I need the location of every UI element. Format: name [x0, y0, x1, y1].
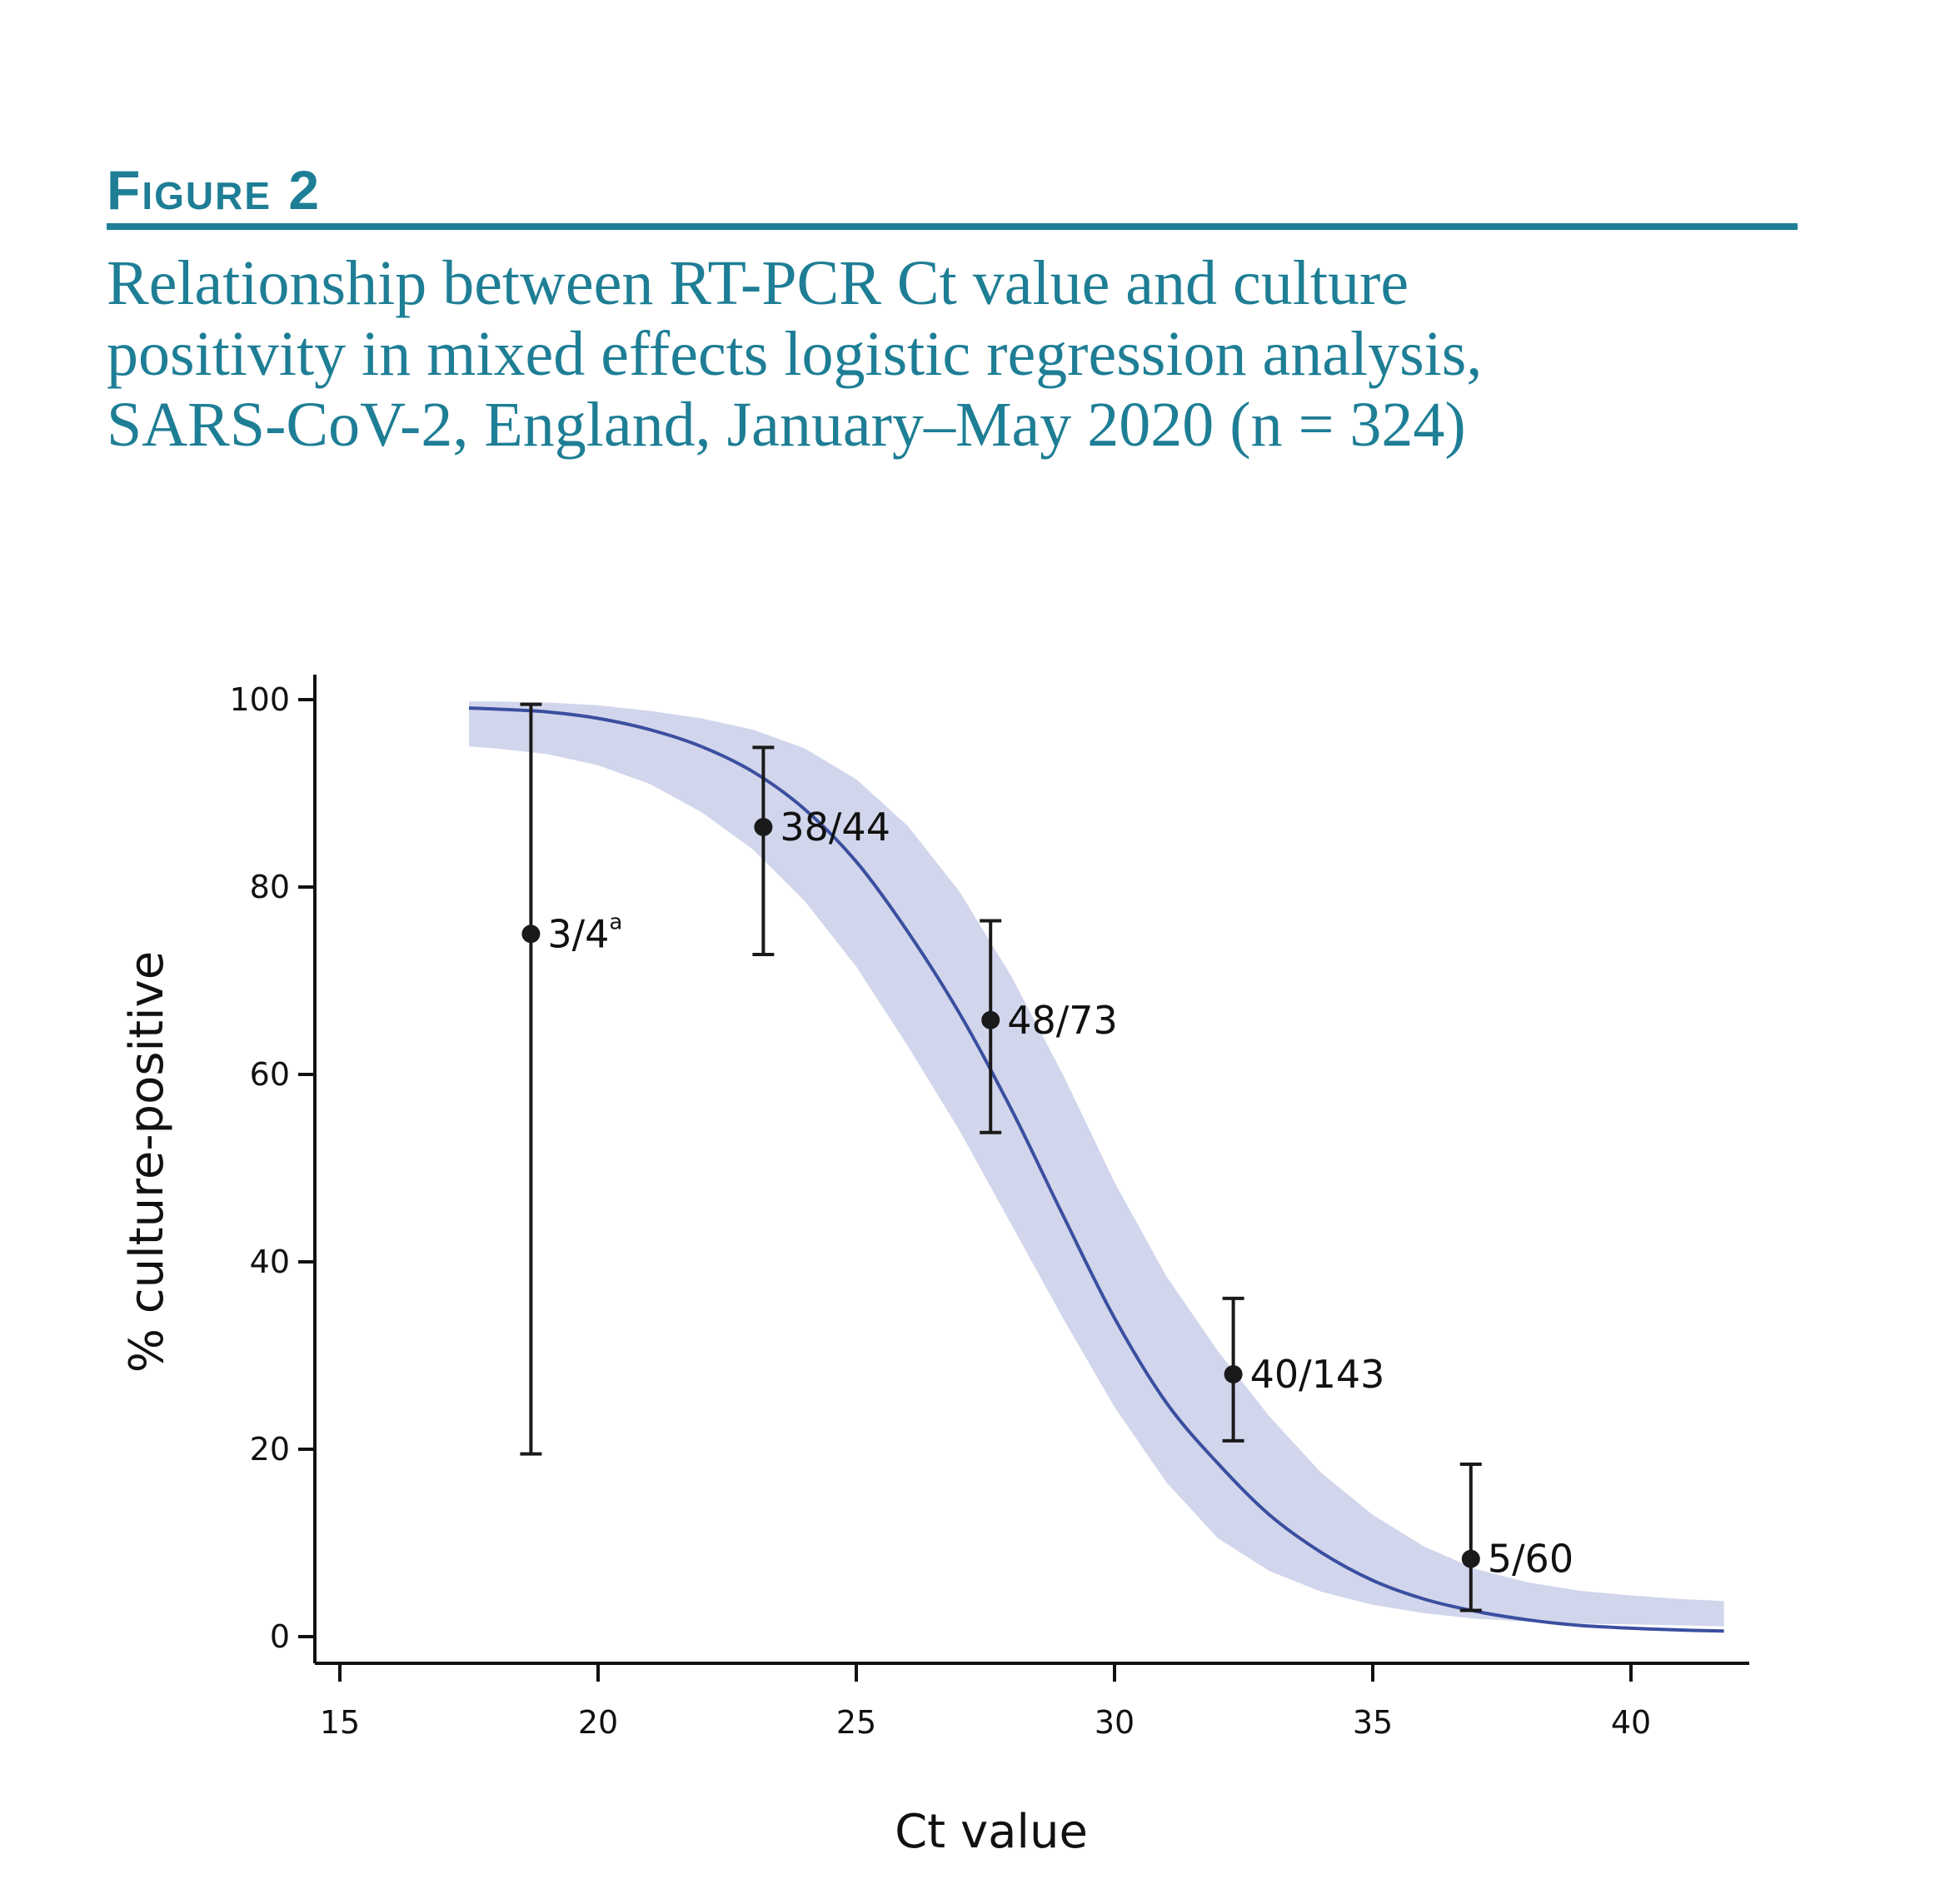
- confidence-band: [469, 701, 1724, 1627]
- observed-point: [521, 925, 541, 944]
- point-label: 5/60: [1488, 1537, 1573, 1582]
- axes-layer: 0 20 40 60 80 100 15 20 25 30 35 40: [229, 675, 1749, 1741]
- observed-point: [981, 1010, 1000, 1029]
- point-label: 40/143: [1250, 1352, 1385, 1397]
- figure-title-line-1: Relationship between RT-PCR Ct value and…: [107, 248, 1409, 318]
- y-tick-label: 20: [250, 1431, 290, 1468]
- point-label-footnote: a: [609, 910, 622, 935]
- fitted-curve: [468, 706, 1724, 1633]
- observed-point-group: 3/4a: [520, 702, 622, 1456]
- figure-label: Figure 2: [107, 159, 322, 221]
- x-tick-label: 40: [1611, 1704, 1651, 1741]
- x-tick-label: 15: [320, 1704, 360, 1741]
- fitted-curve-layer: [468, 706, 1724, 1633]
- confidence-band-layer: [469, 701, 1724, 1627]
- figure-title-line-3: SARS-CoV-2, England, January–May 2020 (n…: [107, 390, 1466, 460]
- y-axis-title: % culture-positive: [120, 951, 174, 1373]
- y-tick-label: 0: [270, 1618, 290, 1655]
- observed-point-group: 48/73: [980, 919, 1118, 1134]
- y-tick-label: 100: [229, 681, 290, 718]
- x-tick-label: 35: [1353, 1704, 1393, 1741]
- y-tick-label: 40: [250, 1244, 290, 1280]
- figure-title: Relationship between RT-PCR Ct value and…: [107, 248, 1823, 461]
- point-label: 38/44: [780, 805, 890, 850]
- observed-point-group: 5/60: [1459, 1463, 1573, 1612]
- figure-title-line-2: positivity in mixed effects logistic reg…: [107, 319, 1483, 389]
- observed-point: [1461, 1549, 1480, 1568]
- x-tick-label: 30: [1095, 1704, 1135, 1741]
- y-tick-label: 80: [250, 869, 290, 905]
- observed-point-group: 40/143: [1222, 1296, 1385, 1443]
- x-tick-label: 20: [578, 1704, 618, 1741]
- title-rule: [107, 223, 1798, 230]
- observed-point: [754, 818, 773, 836]
- observed-point-group: 38/44: [752, 745, 890, 956]
- point-label: 3/4a: [547, 910, 622, 956]
- point-label: 48/73: [1007, 998, 1118, 1043]
- observed-point: [1224, 1365, 1243, 1383]
- x-tick-label: 25: [836, 1704, 876, 1741]
- y-tick-label: 60: [250, 1056, 290, 1093]
- observed-points-layer: 3/4a 38/44 48/73 40/143 5/60: [520, 702, 1573, 1612]
- x-axis-title: Ct value: [895, 1805, 1088, 1859]
